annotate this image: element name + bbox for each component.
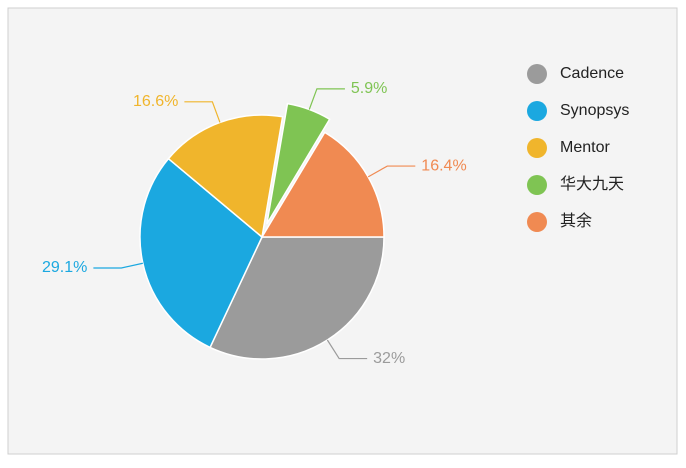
leader-line [93, 262, 143, 269]
legend-marker [527, 212, 547, 232]
pie-slice [139, 157, 263, 349]
legend-label: Synopsys [560, 102, 629, 119]
pie-slice [266, 102, 331, 225]
legend-marker [527, 175, 547, 195]
pie-slice [209, 236, 385, 360]
data-label: 16.4% [421, 157, 466, 174]
legend-marker [527, 138, 547, 158]
legend-label: 其余 [560, 211, 592, 230]
pie-slice [260, 131, 385, 238]
leader-line [367, 165, 416, 178]
legend-label: Cadence [560, 65, 624, 82]
leader-line [184, 101, 221, 123]
data-label: 5.9% [351, 80, 387, 97]
data-label: 29.1% [42, 259, 87, 276]
data-label: 32% [373, 350, 405, 367]
legend-marker [527, 101, 547, 121]
legend-label: Mentor [560, 139, 610, 156]
data-label: 16.6% [133, 93, 178, 110]
leader-line [308, 88, 345, 110]
leader-line [326, 339, 368, 360]
legend-marker [527, 64, 547, 84]
legend-label: 华大九天 [560, 175, 624, 193]
